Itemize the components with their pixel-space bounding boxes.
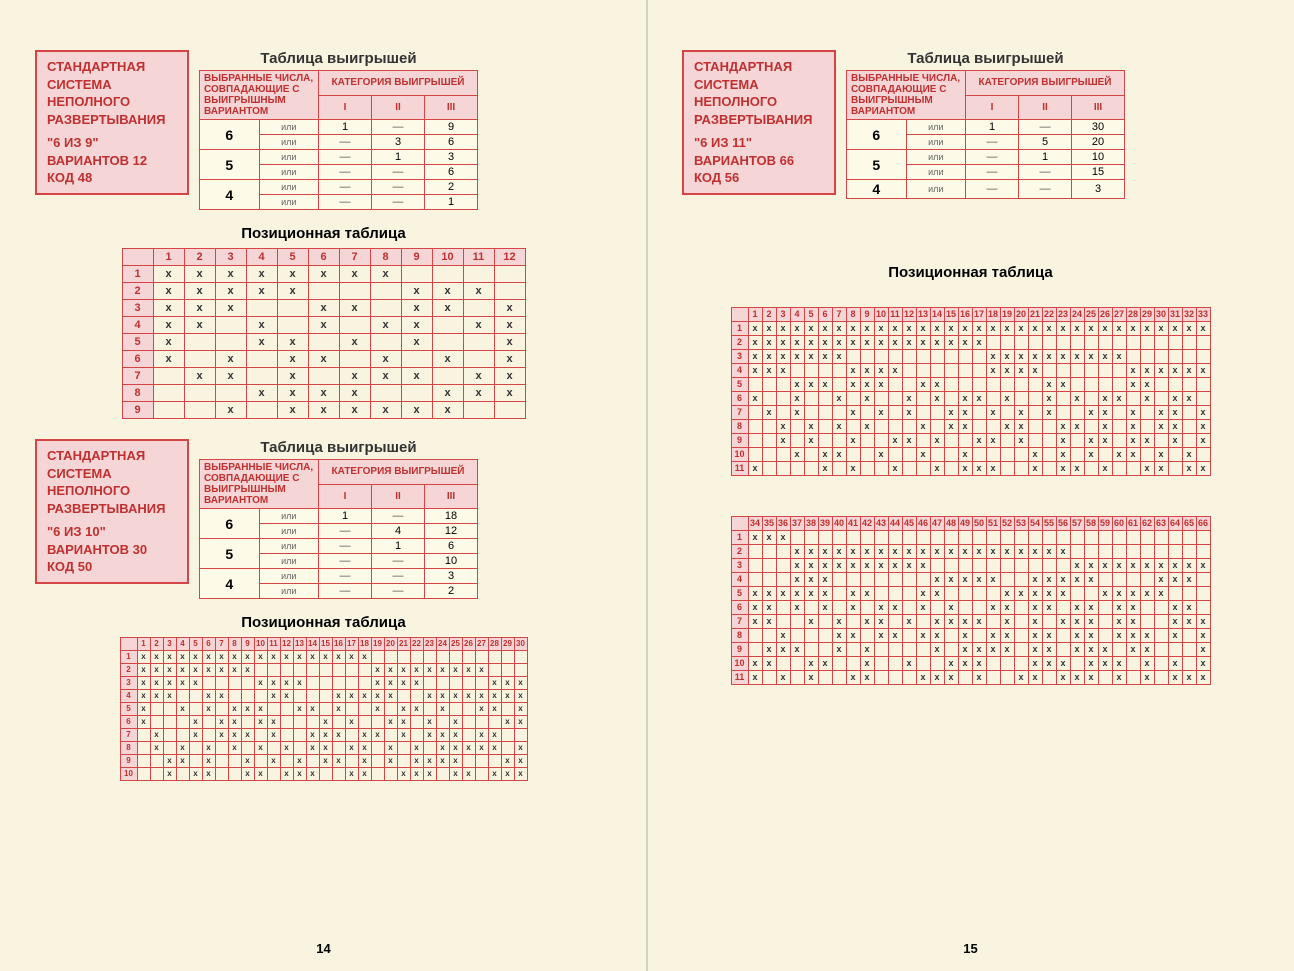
system2-wintable-wrap: Таблица выигрышей ВЫБРАННЫЕ ЧИСЛА, СОВПА… [199,439,478,599]
system3-row: СТАНДАРТНАЯСИСТЕМАНЕПОЛНОГОРАЗВЕРТЫВАНИЯ… [682,50,1259,199]
postable-title: Позиционная таблица [682,264,1259,281]
wintable-title: Таблица выигрышей [199,439,478,456]
page-number: 14 [0,941,647,956]
system2-wintable: ВЫБРАННЫЕ ЧИСЛА, СОВПАДАЮЩИЕ С ВЫИГРЫШНЫ… [199,459,478,599]
wintable-title: Таблица выигрышей [846,50,1125,67]
postable-title: Позиционная таблица [35,614,612,631]
right-page: СТАНДАРТНАЯСИСТЕМАНЕПОЛНОГОРАЗВЕРТЫВАНИЯ… [647,0,1294,971]
system2-row: СТАНДАРТНАЯСИСТЕМАНЕПОЛНОГОРАЗВЕРТЫВАНИЯ… [35,439,612,599]
system3-box: СТАНДАРТНАЯСИСТЕМАНЕПОЛНОГОРАЗВЕРТЫВАНИЯ… [682,50,836,195]
system3-postable-b: 3435363738394041424344454647484950515253… [731,516,1211,685]
system1-row: СТАНДАРТНАЯСИСТЕМАНЕПОЛНОГОРАЗВЕРТЫВАНИЯ… [35,50,612,210]
system3-wintable-wrap: Таблица выигрышей ВЫБРАННЫЕ ЧИСЛА, СОВПА… [846,50,1125,199]
system2-postable: 1234567891011121314151617181920212223242… [120,637,528,781]
system3-wintable: ВЫБРАННЫЕ ЧИСЛА, СОВПАДАЮЩИЕ С ВЫИГРЫШНЫ… [846,70,1125,199]
postable-title: Позиционная таблица [35,225,612,242]
system1-wintable: ВЫБРАННЫЕ ЧИСЛА, СОВПАДАЮЩИЕ С ВЫИГРЫШНЫ… [199,70,478,210]
left-page: СТАНДАРТНАЯСИСТЕМАНЕПОЛНОГОРАЗВЕРТЫВАНИЯ… [0,0,647,971]
system2-box: СТАНДАРТНАЯСИСТЕМАНЕПОЛНОГОРАЗВЕРТЫВАНИЯ… [35,439,189,584]
system1-wintable-wrap: Таблица выигрышей ВЫБРАННЫЕ ЧИСЛА, СОВПА… [199,50,478,210]
system3-postable-a: 1234567891011121314151617181920212223242… [731,307,1211,476]
system1-postable: 1234567891011121xxxxxxxx2xxxxxxxx3xxxxxx… [122,248,526,419]
wintable-title: Таблица выигрышей [199,50,478,67]
page-number: 15 [647,941,1294,956]
system1-box: СТАНДАРТНАЯСИСТЕМАНЕПОЛНОГОРАЗВЕРТЫВАНИЯ… [35,50,189,195]
